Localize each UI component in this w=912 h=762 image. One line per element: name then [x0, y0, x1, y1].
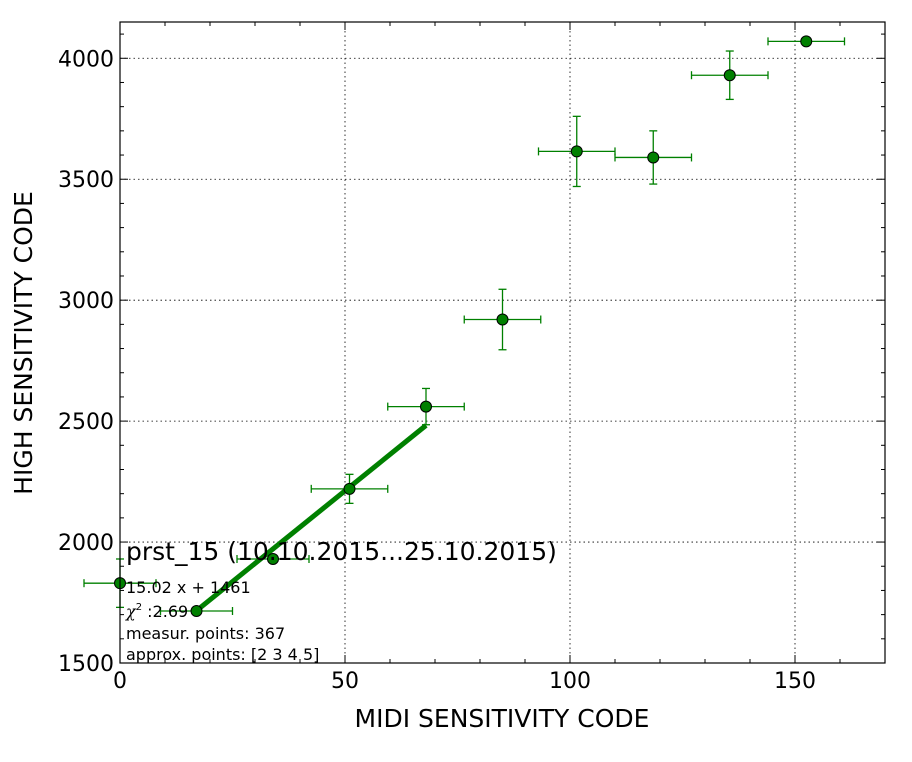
approx-points: approx. points: [2 3 4 5]	[126, 645, 319, 664]
data-point	[723, 69, 736, 82]
y-tick-label: 2000	[58, 531, 114, 556]
data-point	[800, 35, 813, 48]
error-bars	[83, 37, 846, 615]
x-tick-label: 150	[774, 669, 816, 694]
data-point	[496, 313, 509, 326]
fit-line	[194, 423, 428, 613]
chi-square-line: χ2 :2.69	[125, 602, 188, 621]
y-axis-label: HIGH SENSITIVITY CODE	[9, 191, 38, 495]
chi-symbol: χ	[125, 602, 137, 621]
data-point	[267, 552, 279, 565]
fit-equation: 15.02 x + 1461	[126, 578, 251, 597]
data-points	[114, 35, 813, 617]
fit-line-group	[194, 423, 428, 613]
data-point	[190, 604, 203, 617]
data-point	[647, 151, 660, 164]
x-tick-label: 0	[113, 669, 127, 694]
y-tick-label: 2500	[58, 410, 114, 435]
data-point	[570, 145, 583, 158]
tick-labels: 0 50 100 150 1500 2000 2500 3000 3500 4000	[58, 47, 816, 694]
x-tick-label: 50	[331, 669, 359, 694]
chi-value: :2.69	[142, 602, 188, 621]
annotation-title: prst_15 (10.10.2015...25.10.2015)	[126, 537, 557, 566]
x-axis-label: MIDI SENSITIVITY CODE	[355, 704, 650, 733]
data-point	[420, 400, 432, 413]
plot-frame	[119, 21, 886, 664]
data-point	[343, 482, 356, 495]
y-tick-label: 3500	[58, 168, 114, 193]
annotation-block: prst_15 (10.10.2015...25.10.2015) 15.02 …	[125, 537, 557, 664]
y-tick-label: 1500	[58, 652, 114, 677]
measur-points: measur. points: 367	[126, 624, 285, 643]
x-tick-label: 100	[549, 669, 591, 694]
chi-power: 2	[136, 602, 142, 613]
y-tick-label: 3000	[58, 289, 114, 314]
y-tick-label: 4000	[58, 47, 114, 72]
